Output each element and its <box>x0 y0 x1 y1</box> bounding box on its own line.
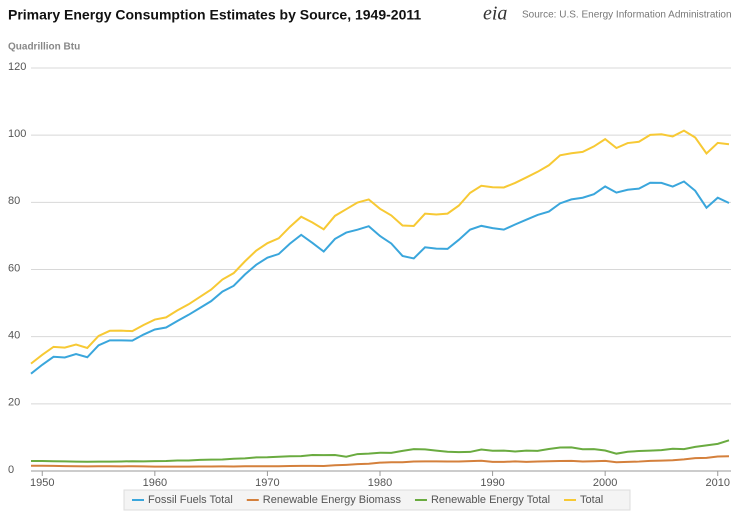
x-tick-label: 1990 <box>480 477 504 489</box>
x-tick-label: 1970 <box>255 477 279 489</box>
x-tick-label: 2000 <box>593 477 617 489</box>
y-tick-label: 0 <box>8 464 14 476</box>
legend-label: Fossil Fuels Total <box>148 494 233 506</box>
y-axis-label: Quadrillion Btu <box>8 42 80 53</box>
legend-box <box>123 489 631 511</box>
chart-title: Primary Energy Consumption Estimates by … <box>8 7 421 23</box>
logo: eia <box>483 3 507 25</box>
y-tick-label: 80 <box>8 195 20 207</box>
legend-label: Total <box>580 494 603 506</box>
legend-label: Renewable Energy Biomass <box>263 494 402 506</box>
source: Source: U.S. Energy Information Administ… <box>522 10 732 21</box>
series-line <box>30 129 730 365</box>
y-tick-label: 100 <box>8 128 26 140</box>
y-tick-label: 120 <box>8 61 26 73</box>
series-line <box>30 180 730 375</box>
series-line <box>30 439 730 463</box>
y-tick-label: 20 <box>8 397 20 409</box>
x-tick-label: 1950 <box>30 477 54 489</box>
x-tick-label: 1960 <box>143 477 167 489</box>
x-tick-label: 1980 <box>368 477 392 489</box>
y-tick-label: 40 <box>8 330 20 342</box>
legend-label: Renewable Energy Total <box>431 494 550 506</box>
x-tick-label: 2010 <box>705 477 729 489</box>
y-tick-label: 60 <box>8 262 20 274</box>
series-line <box>30 455 730 468</box>
